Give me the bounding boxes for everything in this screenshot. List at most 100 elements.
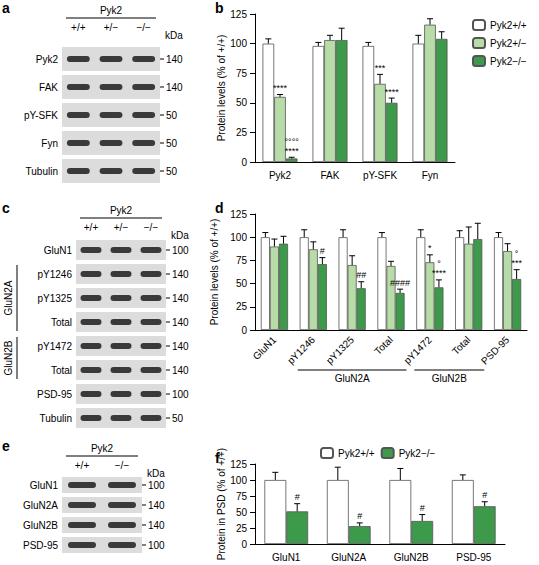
- svg-text:50: 50: [172, 413, 184, 424]
- svg-text:Tubulin: Tubulin: [40, 413, 72, 424]
- svg-text:Pyk2: Pyk2: [36, 54, 59, 65]
- svg-text:pY1325: pY1325: [324, 334, 356, 366]
- svg-text:***: ***: [511, 258, 522, 268]
- svg-text:50: 50: [166, 138, 178, 149]
- svg-text:Tubulin: Tubulin: [26, 166, 58, 177]
- svg-text:−/−: −/−: [144, 222, 159, 233]
- svg-text:pY1472: pY1472: [402, 334, 434, 366]
- svg-text:****: ****: [385, 87, 400, 97]
- svg-text:e: e: [2, 438, 10, 454]
- svg-text:GluN2A: GluN2A: [23, 500, 58, 511]
- svg-text:100: 100: [172, 389, 189, 400]
- svg-text:+/+: +/+: [71, 22, 86, 33]
- svg-text:####: ####: [390, 278, 410, 288]
- svg-text:#: #: [295, 492, 300, 502]
- svg-text:PSD-95: PSD-95: [37, 389, 72, 400]
- svg-text:pY-SFK: pY-SFK: [24, 110, 58, 121]
- svg-text:Protein levels (% of +/+): Protein levels (% of +/+): [209, 219, 220, 326]
- svg-text:75: 75: [236, 68, 248, 79]
- svg-text:pY1325: pY1325: [38, 293, 73, 304]
- svg-text:Fyn: Fyn: [422, 170, 439, 181]
- svg-text:100: 100: [230, 232, 247, 243]
- svg-text:25: 25: [236, 523, 248, 534]
- svg-text:GluN1: GluN1: [44, 245, 73, 256]
- svg-text:FAK: FAK: [321, 170, 340, 181]
- svg-text:GluN1: GluN1: [30, 480, 59, 491]
- svg-text:PSD-95: PSD-95: [456, 552, 491, 563]
- svg-text:##: ##: [356, 270, 366, 280]
- svg-text:#: #: [420, 503, 425, 513]
- svg-text:140: 140: [148, 500, 165, 511]
- svg-text:Pyk2: Pyk2: [269, 170, 292, 181]
- svg-text:pY-SFK: pY-SFK: [363, 170, 397, 181]
- svg-text:Protein levels (% of +/+): Protein levels (% of +/+): [216, 35, 227, 142]
- svg-text:Pyk2−/−: Pyk2−/−: [490, 56, 527, 67]
- svg-text:b: b: [215, 0, 224, 16]
- svg-text:GluN2A: GluN2A: [335, 373, 370, 384]
- svg-text:Fyn: Fyn: [41, 138, 58, 149]
- svg-text:c: c: [2, 200, 10, 216]
- svg-text:°°°°: °°°°: [284, 137, 299, 147]
- svg-text:kDa: kDa: [147, 468, 165, 479]
- svg-text:a: a: [2, 0, 10, 16]
- svg-text:pY1472: pY1472: [38, 341, 73, 352]
- svg-text:25: 25: [236, 127, 248, 138]
- svg-text:Pyk2: Pyk2: [100, 5, 123, 16]
- svg-text:+/+: +/+: [84, 222, 99, 233]
- svg-text:PSD-95: PSD-95: [479, 334, 512, 367]
- svg-text:Total: Total: [450, 334, 473, 357]
- svg-text:75: 75: [236, 491, 248, 502]
- svg-text:Protein in PSD (% of +/+): Protein in PSD (% of +/+): [216, 448, 227, 560]
- svg-text:−/−: −/−: [136, 22, 151, 33]
- svg-text:Total: Total: [51, 365, 72, 376]
- svg-text:0: 0: [241, 325, 247, 336]
- svg-text:140: 140: [172, 317, 189, 328]
- svg-text:GluN2B: GluN2B: [394, 552, 429, 563]
- svg-text:0: 0: [241, 157, 247, 168]
- svg-text:140: 140: [166, 54, 183, 65]
- svg-text:d: d: [215, 200, 224, 216]
- svg-text:100: 100: [230, 38, 247, 49]
- svg-text:100: 100: [148, 480, 165, 491]
- svg-text:140: 140: [172, 269, 189, 280]
- svg-text:Total: Total: [51, 317, 72, 328]
- svg-text:Pyk2−/−: Pyk2−/−: [399, 448, 436, 459]
- svg-text:+/−: +/−: [114, 222, 129, 233]
- svg-text:140: 140: [166, 82, 183, 93]
- svg-text:GluN2B: GluN2B: [3, 340, 14, 375]
- svg-text:Pyk2+/−: Pyk2+/−: [490, 38, 527, 49]
- svg-text:Pyk2: Pyk2: [110, 205, 133, 216]
- svg-text:50: 50: [236, 507, 248, 518]
- svg-text:125: 125: [230, 459, 247, 470]
- svg-text:125: 125: [230, 9, 247, 20]
- svg-text:#: #: [357, 511, 362, 521]
- svg-text:140: 140: [172, 293, 189, 304]
- svg-text:GluN2A: GluN2A: [3, 280, 14, 315]
- svg-text:125: 125: [230, 209, 247, 220]
- svg-text:140: 140: [172, 341, 189, 352]
- svg-text:Pyk2+/+: Pyk2+/+: [338, 448, 375, 459]
- svg-text:140: 140: [172, 365, 189, 376]
- svg-text:100: 100: [172, 245, 189, 256]
- svg-text:Pyk2+/+: Pyk2+/+: [490, 20, 527, 31]
- svg-text:140: 140: [148, 520, 165, 531]
- svg-text:f: f: [215, 450, 220, 466]
- svg-text:#: #: [320, 246, 325, 256]
- svg-text:****: ****: [273, 83, 288, 93]
- svg-text:kDa: kDa: [171, 230, 189, 241]
- svg-text:*: *: [428, 243, 432, 253]
- svg-text:25: 25: [236, 301, 248, 312]
- svg-text:°: °: [515, 249, 519, 259]
- svg-text:50: 50: [236, 97, 248, 108]
- svg-text:GluN1: GluN1: [251, 334, 279, 362]
- svg-text:#: #: [482, 490, 487, 500]
- svg-text:0: 0: [241, 539, 247, 550]
- svg-text:pY1246: pY1246: [285, 334, 317, 366]
- svg-text:−/−: −/−: [115, 460, 130, 471]
- svg-text:50: 50: [166, 166, 178, 177]
- svg-text:GluN2B: GluN2B: [432, 373, 467, 384]
- svg-text:***: ***: [375, 63, 386, 73]
- svg-text:pY1246: pY1246: [38, 269, 73, 280]
- svg-text:****: ****: [432, 268, 447, 278]
- svg-text:GluN1: GluN1: [272, 552, 301, 563]
